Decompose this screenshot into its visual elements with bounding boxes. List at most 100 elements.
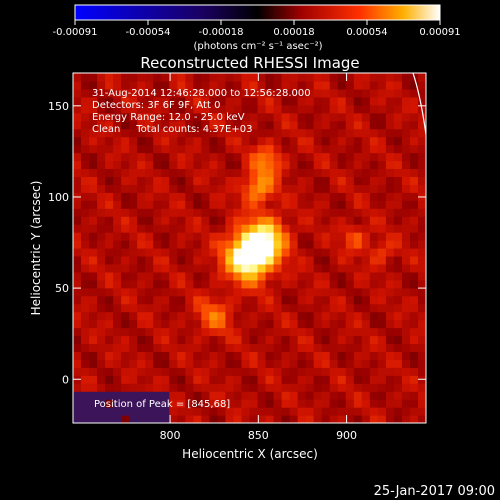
heatmap-cell [169, 120, 178, 130]
heatmap-cell [305, 327, 315, 337]
heatmap-cell [145, 335, 154, 345]
heatmap-cell [129, 375, 138, 384]
heatmap-cell [193, 319, 202, 329]
heatmap-cell [377, 279, 387, 289]
heatmap-cell [185, 248, 194, 257]
heatmap-cell [169, 248, 178, 257]
heatmap-cell [201, 168, 210, 177]
heatmap-cell [265, 112, 275, 122]
heatmap-cell [281, 104, 291, 114]
heatmap-cell [329, 224, 339, 233]
heatmap-cell [153, 224, 162, 233]
heatmap-cell [257, 343, 267, 352]
heatmap-cell [129, 112, 138, 122]
heatmap-cell [393, 104, 403, 114]
heatmap-cell [81, 359, 90, 368]
heatmap-cell [97, 351, 106, 360]
heatmap-cell [89, 391, 98, 400]
heatmap-cell [289, 200, 299, 209]
heatmap-cell [305, 144, 315, 154]
heatmap-cell [185, 224, 194, 233]
heatmap-cell [121, 240, 130, 249]
heatmap-cell [225, 287, 235, 297]
heatmap-cell [177, 359, 186, 368]
heatmap-cell [209, 359, 219, 368]
heatmap-cell [385, 128, 395, 138]
heatmap-cell [225, 351, 235, 360]
heatmap-cell [273, 303, 283, 313]
heatmap-cell [249, 391, 259, 400]
heatmap-cell [305, 271, 315, 281]
heatmap-cell [297, 248, 307, 257]
heatmap-cell [145, 391, 154, 400]
heatmap-cell [177, 255, 186, 265]
heatmap-cell [265, 160, 275, 170]
heatmap-cell [161, 279, 170, 289]
heatmap-cell [361, 152, 371, 162]
heatmap-cell [257, 224, 267, 233]
heatmap-cell [273, 96, 283, 106]
heatmap-cell [305, 319, 315, 329]
heatmap-cell [201, 192, 210, 201]
heatmap-cell [113, 295, 122, 305]
heatmap-cell [177, 144, 186, 154]
heatmap-cell [289, 335, 299, 345]
heatmap-cell [193, 383, 202, 392]
heatmap-cell [185, 176, 194, 185]
heatmap-cell [345, 128, 355, 138]
heatmap-cell [313, 279, 323, 289]
heatmap-cell [393, 263, 403, 273]
heatmap-cell [233, 160, 243, 170]
heatmap-cell [417, 327, 426, 337]
heatmap-cell [265, 88, 275, 98]
heatmap-cell [185, 240, 194, 249]
heatmap-cell [177, 271, 186, 281]
heatmap-cell [121, 136, 130, 146]
heatmap-cell [201, 136, 210, 146]
heatmap-cell [193, 216, 202, 225]
heatmap-cell [241, 335, 251, 345]
heatmap-cell [305, 136, 315, 146]
heatmap-cell [265, 279, 275, 289]
heatmap-cell [233, 335, 243, 345]
heatmap-cell [137, 279, 146, 289]
heatmap-cell [265, 144, 275, 154]
heatmap-cell [361, 120, 371, 130]
heatmap-cell [89, 359, 98, 368]
heatmap-cell [313, 351, 323, 360]
heatmap-cell [385, 112, 395, 122]
heatmap-cell [137, 399, 146, 408]
heatmap-cell [361, 367, 371, 376]
heatmap-cell [121, 359, 130, 368]
heatmap-cell [233, 295, 243, 305]
heatmap-cell [161, 152, 170, 162]
heatmap-cell [257, 168, 267, 177]
heatmap-cell [385, 303, 395, 313]
heatmap-cell [257, 335, 267, 345]
heatmap-cell [209, 168, 219, 177]
heatmap-cell [169, 200, 178, 209]
heatmap-cell [409, 335, 419, 345]
heatmap-cell [377, 224, 387, 233]
heatmap-cell [105, 391, 114, 400]
heatmap-cell [313, 367, 323, 376]
heatmap-cell [353, 311, 363, 321]
heatmap-cell [369, 319, 379, 329]
heatmap-cell [377, 216, 387, 225]
heatmap-cell [209, 295, 219, 305]
heatmap-cell [201, 255, 210, 265]
heatmap-cell [153, 287, 162, 297]
heatmap-cell [337, 319, 347, 329]
heatmap-cell [97, 327, 106, 337]
heatmap-cell [153, 168, 162, 177]
heatmap-cell [377, 311, 387, 321]
heatmap-cell [97, 224, 106, 233]
heatmap-cell [385, 96, 395, 106]
heatmap-cell [329, 152, 339, 162]
heatmap-cell [353, 343, 363, 352]
heatmap-cell [97, 311, 106, 321]
heatmap-cell [129, 96, 138, 106]
heatmap-cell [153, 112, 162, 122]
heatmap-cell [265, 104, 275, 114]
heatmap-cell [257, 311, 267, 321]
